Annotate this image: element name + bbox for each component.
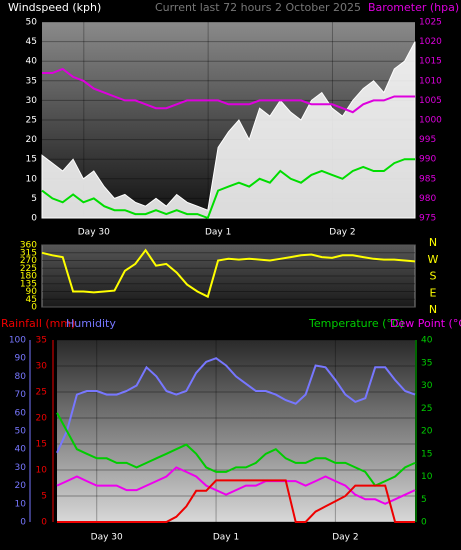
tick-label: 1000 [419, 116, 442, 126]
y-axis-title: Rainfall (mm) [1, 317, 75, 330]
dew-axis-title: Dew Point (°C) [390, 317, 461, 330]
tick-label: 980 [419, 194, 436, 204]
tick-label: 0 [31, 214, 37, 224]
tick-label: 25 [26, 116, 37, 126]
tick-label: 975 [419, 214, 436, 224]
x-tick-label: Day 2 [332, 533, 358, 543]
tick-label: 30 [26, 96, 38, 106]
tick-label: 30 [36, 362, 48, 372]
tick-label: 360 [20, 241, 37, 251]
tick-label: 45 [26, 295, 37, 305]
y2-axis-title: Humidity [66, 317, 116, 330]
series-line [56, 357, 416, 454]
tick-label: 985 [419, 174, 436, 184]
x-tick-label: Day 1 [205, 228, 231, 238]
series-line [56, 412, 416, 487]
tick-label: 0 [41, 518, 47, 528]
tick-label: 10 [15, 499, 27, 509]
tick-label: 15 [421, 449, 432, 459]
tick-label: 40 [421, 336, 433, 346]
tick-label: 315 [20, 248, 37, 258]
tick-label: 0 [421, 518, 427, 528]
y-axis-title: Windspeed (kph) [8, 1, 101, 14]
tick-label: 90 [15, 354, 27, 364]
compass-label: W [428, 253, 439, 266]
tick-label: 100 [9, 336, 26, 346]
tick-label: 15 [26, 155, 37, 165]
series-line [42, 67, 415, 114]
tick-label: 180 [20, 272, 37, 282]
compass-label: N [429, 303, 437, 316]
tick-label: 5 [41, 492, 47, 502]
tick-label: 20 [26, 135, 38, 145]
y3-axis-title: Temperature (°C) [308, 317, 404, 330]
tick-label: 40 [15, 445, 27, 455]
x-tick-label: Day 2 [329, 228, 355, 238]
tick-label: 25 [36, 388, 47, 398]
plot-area [57, 340, 415, 522]
tick-label: 10 [26, 174, 38, 184]
compass-label: N [429, 236, 437, 249]
tick-label: 1025 [419, 18, 442, 28]
series-line [41, 248, 416, 299]
tick-label: 5 [421, 495, 427, 505]
tick-label: 15 [36, 440, 47, 450]
x-tick-label: Day 30 [78, 228, 110, 238]
tick-label: 50 [15, 427, 27, 437]
tick-label: 40 [26, 57, 38, 67]
tick-label: 1005 [419, 96, 442, 106]
tick-label: 20 [36, 414, 48, 424]
y2-axis-title: Barometer (hpa) [368, 1, 459, 14]
tick-label: 20 [421, 427, 433, 437]
tick-label: 35 [26, 76, 37, 86]
tick-label: 10 [421, 472, 433, 482]
series-area [41, 41, 416, 219]
tick-label: 45 [26, 37, 37, 47]
tick-label: 10 [36, 466, 48, 476]
x-tick-label: Day 30 [91, 533, 123, 543]
tick-label: 35 [36, 336, 47, 346]
series-line [56, 466, 416, 505]
chart-title: Current last 72 hours 2 October 2025 [155, 1, 361, 14]
tick-label: 80 [15, 372, 27, 382]
tick-label: 0 [20, 518, 26, 528]
tick-label: 1015 [419, 57, 442, 67]
tick-label: 60 [15, 408, 27, 418]
x-tick-label: Day 1 [213, 533, 239, 543]
tick-label: 990 [419, 155, 436, 165]
tick-label: 135 [20, 279, 37, 289]
tick-label: 5 [31, 194, 37, 204]
tick-label: 50 [26, 18, 38, 28]
tick-label: 35 [421, 358, 432, 368]
compass-label: S [430, 270, 437, 283]
tick-label: 1010 [419, 76, 442, 86]
tick-label: 270 [20, 256, 37, 266]
tick-label: 0 [31, 303, 37, 313]
tick-label: 90 [26, 287, 38, 297]
tick-label: 1020 [419, 37, 442, 47]
tick-label: 30 [15, 463, 27, 473]
series-line [41, 158, 415, 220]
tick-label: 70 [15, 390, 27, 400]
tick-label: 20 [15, 481, 27, 491]
tick-label: 225 [20, 264, 37, 274]
tick-label: 30 [421, 381, 433, 391]
tick-label: 25 [421, 404, 432, 414]
series-line [57, 479, 415, 523]
compass-label: E [430, 286, 437, 299]
tick-label: 995 [419, 135, 436, 145]
